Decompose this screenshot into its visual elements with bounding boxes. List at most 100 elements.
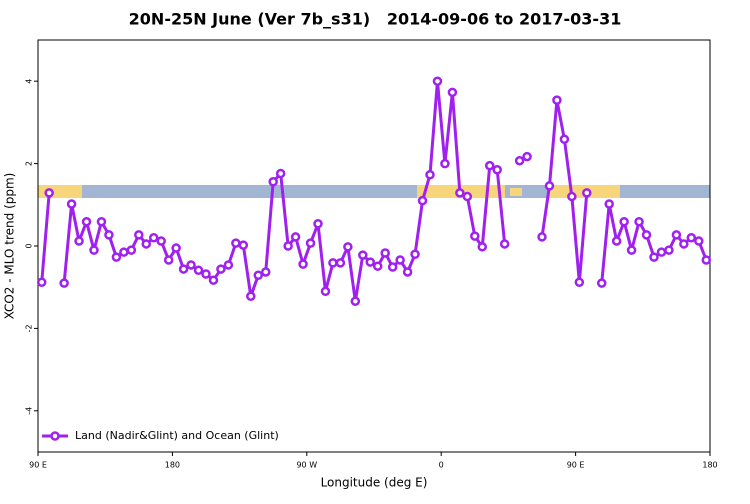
data-point: [417, 195, 428, 206]
data-point: [358, 250, 368, 260]
data-point: [484, 160, 495, 171]
data-point: [335, 258, 346, 268]
x-tick-label: 90 W: [296, 461, 317, 470]
data-point: [216, 264, 226, 274]
x-tick-label: 90 E: [29, 461, 47, 470]
data-point: [477, 242, 488, 252]
data-point: [694, 236, 704, 246]
data-point: [582, 188, 592, 198]
data-point: [611, 236, 622, 246]
data-point: [134, 230, 144, 240]
data-point: [619, 216, 629, 227]
chart-title: 20N-25N June (Ver 7b_s31) 2014-09-06 to …: [129, 10, 622, 29]
data-point: [74, 236, 84, 246]
data-point: [537, 232, 547, 242]
land-strip: [510, 188, 522, 196]
data-point: [425, 169, 435, 180]
data-point: [604, 199, 614, 209]
data-point: [671, 230, 682, 240]
data-point: [343, 242, 353, 252]
data-point: [492, 165, 502, 175]
data-point: [380, 248, 390, 258]
data-point: [679, 239, 689, 249]
y-tick-label: 4: [25, 79, 34, 84]
data-point: [104, 230, 114, 240]
data-point: [372, 261, 383, 271]
data-point: [268, 176, 278, 187]
data-point: [350, 296, 361, 306]
land-strip: [38, 185, 82, 198]
data-point: [148, 233, 159, 243]
data-point: [641, 230, 652, 240]
legend-label: Land (Nadir&Glint) and Ocean (Glint): [75, 429, 279, 442]
data-point: [395, 255, 405, 265]
data-point: [634, 216, 644, 227]
data-point: [81, 216, 92, 227]
data-point: [447, 87, 458, 98]
data-point: [201, 269, 211, 279]
y-axis-label: XCO2 - MLO trend (ppm): [3, 173, 17, 320]
x-tick-label: 90 E: [567, 461, 585, 470]
data-point: [664, 245, 674, 255]
data-point: [44, 188, 54, 198]
data-point: [298, 259, 308, 269]
legend-marker: [50, 431, 60, 441]
data-point: [260, 267, 271, 277]
data-point: [305, 238, 316, 248]
data-point: [178, 264, 189, 274]
data-point: [208, 275, 219, 285]
y-tick-label: -2: [25, 324, 34, 332]
y-tick-label: -4: [25, 407, 34, 415]
data-point: [89, 245, 99, 255]
data-point: [567, 191, 577, 202]
data-point: [328, 258, 338, 268]
data-point: [66, 199, 77, 209]
data-point: [96, 216, 107, 227]
data-point: [223, 260, 234, 270]
data-point: [649, 252, 659, 262]
x-tick-label: 0: [439, 461, 444, 470]
data-point: [156, 236, 166, 246]
data-point: [171, 243, 181, 253]
data-point: [119, 247, 129, 257]
data-point: [656, 247, 667, 257]
data-point: [559, 134, 570, 145]
y-tick-label: 0: [25, 243, 34, 248]
data-point: [238, 240, 249, 250]
y-tick-label: 2: [25, 161, 34, 166]
data-point: [686, 233, 697, 243]
data-point: [59, 278, 69, 288]
data-point: [283, 241, 293, 251]
data-point: [246, 291, 256, 302]
data-point: [313, 219, 323, 229]
data-point: [36, 277, 47, 288]
data-point: [522, 151, 532, 162]
x-axis-label: Longitude (deg E): [321, 476, 428, 490]
data-point: [275, 168, 286, 179]
data-point: [514, 155, 525, 166]
data-point: [410, 249, 420, 259]
data-point: [552, 95, 562, 105]
data-point: [701, 255, 712, 265]
data-point: [290, 232, 301, 242]
data-point: [320, 286, 331, 297]
data-point: [231, 238, 241, 248]
data-point: [402, 267, 413, 277]
data-point: [365, 257, 376, 267]
data-point: [544, 181, 555, 191]
x-tick-label: 180: [702, 461, 717, 470]
data-point: [163, 255, 174, 265]
data-point: [596, 278, 607, 288]
data-point: [440, 158, 450, 169]
data-point: [499, 239, 510, 249]
data-point: [455, 188, 465, 198]
ocean-strip: [38, 185, 710, 198]
data-point: [462, 191, 473, 202]
x-tick-label: 180: [165, 461, 180, 470]
data-point: [253, 270, 264, 281]
data-point: [193, 265, 204, 276]
data-point: [574, 277, 585, 288]
data-point: [186, 260, 196, 270]
data-point: [126, 245, 137, 255]
data-point: [141, 239, 152, 249]
